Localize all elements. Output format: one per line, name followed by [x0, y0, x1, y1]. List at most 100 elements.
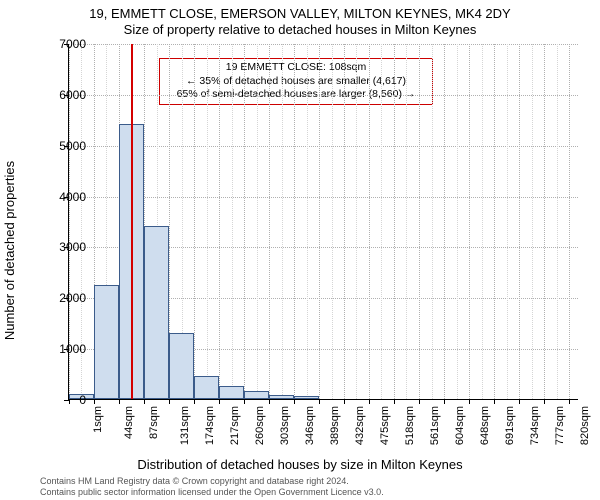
x-tick-label: 346sqm — [304, 406, 316, 445]
x-gridline — [244, 44, 245, 399]
x-tick-label: 217sqm — [229, 406, 241, 445]
histogram-bar — [244, 391, 269, 399]
x-tick-mark — [344, 399, 345, 404]
x-gridline — [319, 44, 320, 399]
y-tick-label: 3000 — [46, 240, 86, 254]
x-tick-label: 518sqm — [404, 406, 416, 445]
x-tick-mark — [119, 399, 120, 404]
x-tick-mark — [144, 399, 145, 404]
x-gridline — [219, 44, 220, 399]
x-tick-label: 691sqm — [504, 406, 516, 445]
x-gridline-minor — [257, 44, 258, 399]
chart-container: 19, EMMETT CLOSE, EMERSON VALLEY, MILTON… — [0, 0, 600, 500]
y-tick-label: 1000 — [46, 342, 86, 356]
footer-attribution: Contains HM Land Registry data © Crown c… — [40, 476, 384, 498]
chart-title-line2: Size of property relative to detached ho… — [0, 22, 600, 37]
x-gridline-minor — [482, 44, 483, 399]
plot-area: 19 EMMETT CLOSE: 108sqm ← 35% of detache… — [68, 44, 578, 400]
x-tick-mark — [419, 399, 420, 404]
footer-line-1: Contains HM Land Registry data © Crown c… — [40, 476, 384, 487]
x-gridline — [269, 44, 270, 399]
x-tick-label: 174sqm — [205, 406, 217, 445]
x-gridline-minor — [406, 44, 407, 399]
histogram-bar — [169, 333, 194, 399]
x-axis-label: Distribution of detached houses by size … — [0, 457, 600, 472]
x-tick-label: 648sqm — [480, 406, 492, 445]
x-tick-mark — [269, 399, 270, 404]
x-tick-label: 389sqm — [329, 406, 341, 445]
histogram-bar — [219, 386, 244, 399]
x-gridline-minor — [457, 44, 458, 399]
x-tick-label: 260sqm — [254, 406, 266, 445]
x-gridline — [194, 44, 195, 399]
marker-line — [131, 44, 133, 399]
x-tick-mark — [469, 399, 470, 404]
x-gridline — [519, 44, 520, 399]
x-tick-label: 1sqm — [92, 406, 104, 433]
x-tick-label: 44sqm — [123, 406, 135, 439]
x-gridline-minor — [532, 44, 533, 399]
x-tick-label: 131sqm — [180, 406, 192, 445]
histogram-bar — [94, 285, 119, 399]
x-gridline-minor — [332, 44, 333, 399]
x-gridline — [344, 44, 345, 399]
info-line-2: ← 35% of detached houses are smaller (4,… — [164, 75, 428, 89]
x-tick-mark — [319, 399, 320, 404]
x-gridline — [419, 44, 420, 399]
x-gridline — [469, 44, 470, 399]
x-tick-mark — [244, 399, 245, 404]
x-gridline — [569, 44, 570, 399]
x-gridline-minor — [307, 44, 308, 399]
x-tick-mark — [219, 399, 220, 404]
x-gridline — [394, 44, 395, 399]
x-gridline — [544, 44, 545, 399]
x-tick-mark — [369, 399, 370, 404]
x-gridline — [444, 44, 445, 399]
y-tick-label: 5000 — [46, 139, 86, 153]
x-tick-mark — [169, 399, 170, 404]
x-tick-mark — [569, 399, 570, 404]
info-line-1: 19 EMMETT CLOSE: 108sqm — [164, 61, 428, 75]
x-tick-label: 432sqm — [354, 406, 366, 445]
x-tick-label: 303sqm — [279, 406, 291, 445]
y-tick-label: 4000 — [46, 190, 86, 204]
y-tick-label: 2000 — [46, 291, 86, 305]
x-tick-label: 734sqm — [529, 406, 541, 445]
x-gridline-minor — [232, 44, 233, 399]
y-tick-label: 7000 — [46, 37, 86, 51]
chart-title-line1: 19, EMMETT CLOSE, EMERSON VALLEY, MILTON… — [0, 6, 600, 21]
x-tick-label: 777sqm — [554, 406, 566, 445]
x-gridline — [294, 44, 295, 399]
x-tick-mark — [294, 399, 295, 404]
histogram-bar — [294, 396, 319, 399]
x-gridline-minor — [381, 44, 382, 399]
x-gridline-minor — [557, 44, 558, 399]
histogram-bar — [144, 226, 169, 399]
x-tick-label: 87sqm — [148, 406, 160, 439]
x-tick-label: 820sqm — [579, 406, 591, 445]
x-gridline — [494, 44, 495, 399]
x-tick-mark — [94, 399, 95, 404]
x-gridline-minor — [507, 44, 508, 399]
footer-line-2: Contains public sector information licen… — [40, 487, 384, 498]
x-gridline — [369, 44, 370, 399]
x-gridline-minor — [432, 44, 433, 399]
histogram-bar — [194, 376, 219, 399]
y-axis-label: Number of detached properties — [0, 0, 20, 500]
x-tick-mark — [444, 399, 445, 404]
x-tick-mark — [519, 399, 520, 404]
x-tick-label: 561sqm — [429, 406, 441, 445]
x-tick-mark — [494, 399, 495, 404]
x-tick-label: 475sqm — [379, 406, 391, 445]
x-tick-mark — [544, 399, 545, 404]
y-tick-label: 6000 — [46, 88, 86, 102]
x-gridline-minor — [207, 44, 208, 399]
x-tick-mark — [194, 399, 195, 404]
y-tick-label: 0 — [46, 393, 86, 407]
histogram-bar — [269, 395, 294, 399]
x-tick-label: 604sqm — [454, 406, 466, 445]
x-gridline-minor — [356, 44, 357, 399]
x-gridline-minor — [282, 44, 283, 399]
x-tick-mark — [394, 399, 395, 404]
info-box: 19 EMMETT CLOSE: 108sqm ← 35% of detache… — [159, 58, 433, 105]
